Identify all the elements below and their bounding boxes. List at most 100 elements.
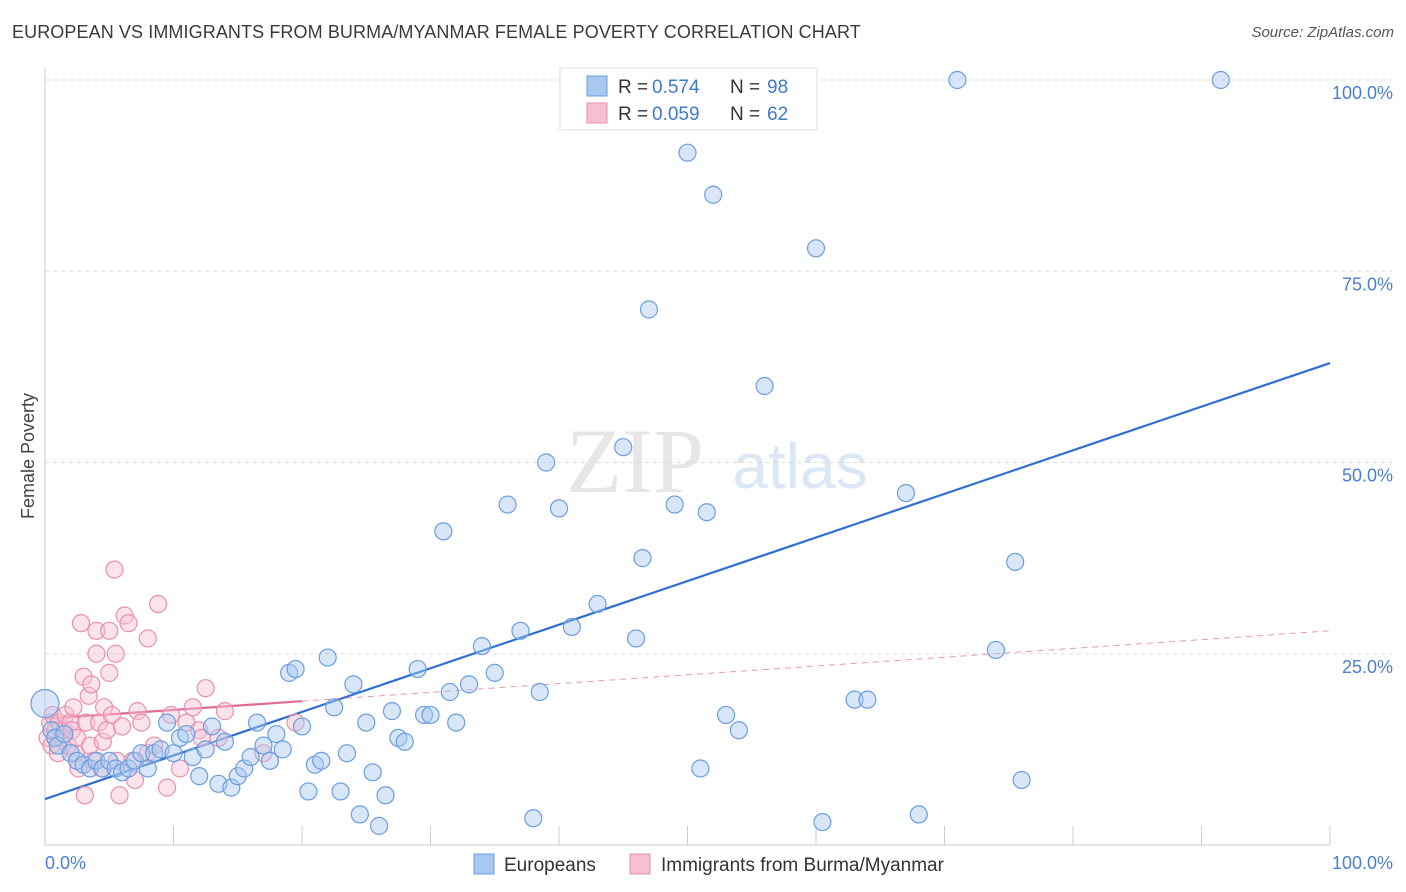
point-europeans bbox=[350, 805, 369, 824]
trend-lines bbox=[44, 362, 1331, 801]
point-burma bbox=[82, 675, 101, 694]
point-europeans bbox=[177, 724, 196, 744]
point-europeans bbox=[524, 809, 543, 828]
trend-line-burma bbox=[44, 700, 303, 720]
point-europeans bbox=[1012, 770, 1031, 790]
point-europeans bbox=[549, 499, 569, 518]
point-burma bbox=[79, 686, 98, 705]
point-burma bbox=[215, 702, 234, 721]
point-europeans bbox=[858, 690, 877, 709]
point-burma bbox=[77, 713, 96, 732]
legend-r-label-burma: R = bbox=[618, 104, 648, 125]
point-europeans bbox=[312, 751, 331, 770]
point-europeans bbox=[132, 744, 151, 763]
trend-line-burma-extension bbox=[301, 630, 1331, 702]
point-europeans bbox=[434, 522, 453, 541]
x-tick-label: 100.0% bbox=[1332, 853, 1393, 873]
stats-legend: R = 0.574 N = 98 R = 0.059 N = 62 bbox=[559, 67, 818, 131]
source-credit: Source: ZipAtlas.com bbox=[1251, 24, 1394, 41]
point-europeans bbox=[678, 143, 697, 162]
point-europeans bbox=[254, 736, 273, 755]
point-europeans bbox=[896, 484, 916, 503]
point-europeans bbox=[813, 812, 832, 832]
point-burma bbox=[61, 713, 80, 732]
point-europeans bbox=[292, 717, 312, 736]
point-burma bbox=[100, 621, 119, 640]
legend-swatch-burma bbox=[586, 102, 608, 124]
bottom-legend-swatch-burma bbox=[629, 853, 651, 875]
legend-r-value-europeans: 0.574 bbox=[652, 77, 700, 98]
point-burma bbox=[138, 629, 157, 648]
point-europeans bbox=[614, 438, 633, 457]
point-europeans bbox=[299, 782, 318, 801]
point-europeans bbox=[196, 740, 215, 759]
point-europeans bbox=[633, 549, 652, 568]
point-burma bbox=[112, 717, 132, 736]
y-tick-label: 50.0% bbox=[1342, 466, 1393, 486]
point-europeans bbox=[986, 640, 1006, 660]
point-burma bbox=[48, 744, 67, 763]
bottom-legend-swatch-europeans bbox=[473, 853, 495, 875]
point-europeans bbox=[157, 713, 177, 732]
point-europeans bbox=[325, 698, 344, 717]
point-burma bbox=[97, 721, 116, 740]
series-legend: Europeans Immigrants from Burma/Myanmar bbox=[473, 853, 945, 876]
point-europeans bbox=[370, 816, 389, 835]
point-europeans bbox=[1006, 552, 1025, 572]
gridlines bbox=[45, 79, 1392, 655]
point-europeans bbox=[588, 594, 607, 614]
point-europeans bbox=[562, 617, 581, 637]
point-europeans bbox=[459, 675, 479, 694]
point-europeans bbox=[845, 690, 864, 709]
point-europeans bbox=[363, 763, 382, 782]
point-burma bbox=[148, 594, 168, 614]
point-europeans bbox=[704, 185, 723, 204]
point-burma bbox=[119, 614, 138, 633]
point-europeans bbox=[472, 636, 491, 656]
point-europeans bbox=[408, 659, 427, 679]
point-burma bbox=[95, 698, 114, 717]
point-europeans bbox=[806, 239, 826, 258]
point-europeans bbox=[30, 688, 60, 719]
point-europeans bbox=[716, 705, 736, 725]
legend-n-value-burma: 62 bbox=[767, 104, 788, 125]
data-points bbox=[30, 70, 1230, 835]
point-europeans bbox=[729, 721, 749, 740]
legend-r-label-europeans: R = bbox=[618, 77, 648, 98]
legend-n-label-europeans: N = bbox=[730, 77, 760, 98]
y-tick-label: 25.0% bbox=[1342, 657, 1393, 677]
point-europeans bbox=[357, 713, 376, 732]
point-europeans bbox=[440, 682, 459, 702]
point-europeans bbox=[1211, 70, 1230, 90]
point-europeans bbox=[241, 747, 260, 767]
point-burma bbox=[100, 663, 119, 682]
point-europeans bbox=[267, 724, 286, 744]
point-europeans bbox=[376, 786, 395, 805]
chart-title: EUROPEAN VS IMMIGRANTS FROM BURMA/MYANMA… bbox=[12, 22, 861, 42]
point-europeans bbox=[382, 702, 402, 721]
point-europeans bbox=[626, 629, 646, 648]
point-europeans bbox=[222, 778, 241, 797]
point-europeans bbox=[331, 782, 350, 801]
point-burma bbox=[128, 702, 147, 721]
point-europeans bbox=[164, 744, 183, 763]
point-europeans bbox=[447, 713, 466, 732]
point-europeans bbox=[530, 682, 549, 702]
point-burma bbox=[132, 713, 151, 732]
point-europeans bbox=[498, 495, 517, 514]
point-burma bbox=[183, 698, 202, 717]
point-burma bbox=[64, 698, 83, 717]
point-europeans bbox=[948, 70, 967, 90]
trend-line-europeans bbox=[44, 362, 1331, 801]
point-burma bbox=[87, 621, 106, 640]
legend-r-value-burma: 0.059 bbox=[652, 104, 700, 125]
point-europeans bbox=[755, 376, 774, 396]
point-europeans bbox=[55, 724, 74, 744]
y-tick-label: 75.0% bbox=[1342, 274, 1393, 294]
watermark-atlas: atlas bbox=[732, 430, 867, 502]
bottom-legend-label-europeans: Europeans bbox=[504, 855, 596, 876]
point-europeans bbox=[485, 663, 504, 682]
point-europeans bbox=[421, 705, 440, 725]
point-burma bbox=[93, 732, 112, 751]
